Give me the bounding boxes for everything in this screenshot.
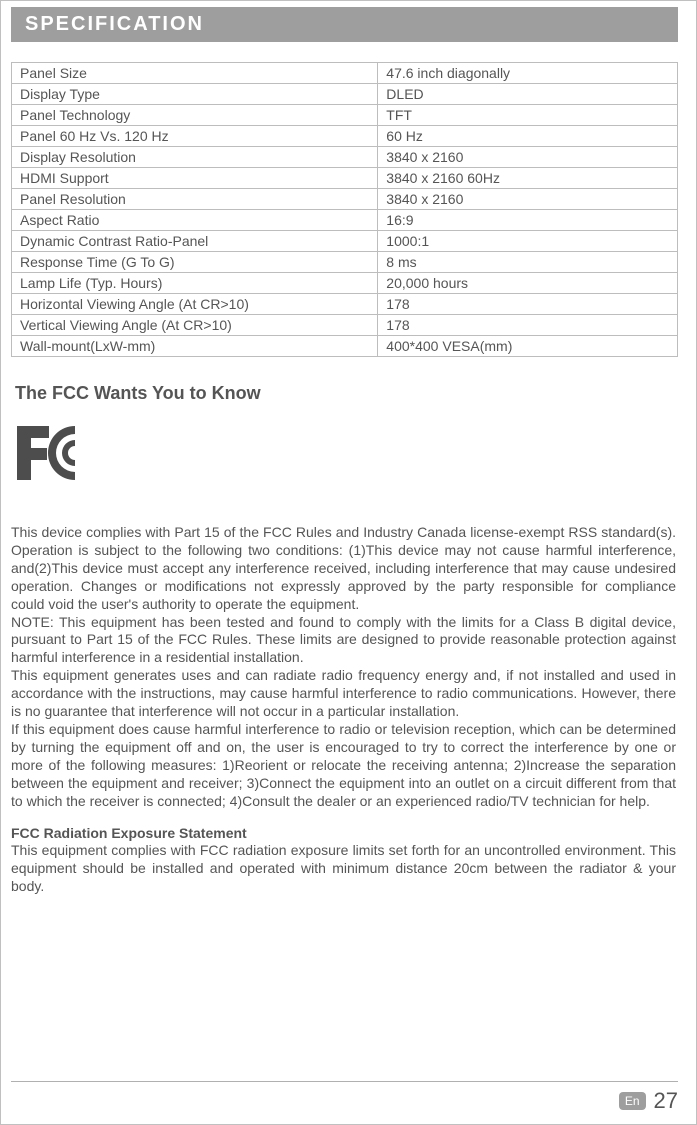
table-cell: Panel Size: [12, 63, 378, 84]
language-badge: En: [619, 1092, 646, 1110]
table-cell: 60 Hz: [378, 126, 678, 147]
table-row: Panel TechnologyTFT: [12, 105, 678, 126]
table-cell: HDMI Support: [12, 168, 378, 189]
page-footer: En 27: [11, 1081, 678, 1114]
table-row: Vertical Viewing Angle (At CR>10)178: [12, 315, 678, 336]
table-cell: Panel 60 Hz Vs. 120 Hz: [12, 126, 378, 147]
table-cell: 178: [378, 315, 678, 336]
table-cell: Vertical Viewing Angle (At CR>10): [12, 315, 378, 336]
table-row: Display TypeDLED: [12, 84, 678, 105]
table-row: Lamp Life (Typ. Hours)20,000 hours: [12, 273, 678, 294]
table-cell: 8 ms: [378, 252, 678, 273]
table-row: Response Time (G To G)8 ms: [12, 252, 678, 273]
table-cell: 20,000 hours: [378, 273, 678, 294]
table-row: Horizontal Viewing Angle (At CR>10)178: [12, 294, 678, 315]
table-row: Panel Resolution3840 x 2160: [12, 189, 678, 210]
table-cell: Display Type: [12, 84, 378, 105]
table-cell: Aspect Ratio: [12, 210, 378, 231]
fcc-heading: The FCC Wants You to Know: [11, 383, 678, 404]
fcc-logo-icon: [11, 422, 678, 484]
table-cell: 3840 x 2160: [378, 189, 678, 210]
table-cell: 3840 x 2160 60Hz: [378, 168, 678, 189]
fcc-rad-title: FCC Radiation Exposure Statement: [11, 825, 676, 843]
fcc-rad-body: This equipment complies with FCC radiati…: [11, 842, 676, 896]
table-cell: 1000:1: [378, 231, 678, 252]
page-number: 27: [654, 1088, 678, 1114]
table-row: Panel 60 Hz Vs. 120 Hz60 Hz: [12, 126, 678, 147]
table-row: Dynamic Contrast Ratio-Panel1000:1: [12, 231, 678, 252]
section-header: SPECIFICATION: [11, 7, 678, 42]
spec-table: Panel Size47.6 inch diagonallyDisplay Ty…: [11, 62, 678, 357]
table-cell: 400*400 VESA(mm): [378, 336, 678, 357]
table-cell: Panel Resolution: [12, 189, 378, 210]
table-cell: 47.6 inch diagonally: [378, 63, 678, 84]
table-cell: Dynamic Contrast Ratio-Panel: [12, 231, 378, 252]
table-row: Display Resolution3840 x 2160: [12, 147, 678, 168]
table-cell: Lamp Life (Typ. Hours): [12, 273, 378, 294]
table-row: HDMI Support3840 x 2160 60Hz: [12, 168, 678, 189]
table-cell: 178: [378, 294, 678, 315]
table-cell: 3840 x 2160: [378, 147, 678, 168]
fcc-p4: If this equipment does cause harmful int…: [11, 721, 676, 811]
table-cell: Display Resolution: [12, 147, 378, 168]
table-cell: Panel Technology: [12, 105, 378, 126]
table-row: Panel Size47.6 inch diagonally: [12, 63, 678, 84]
fcc-p2: NOTE: This equipment has been tested and…: [11, 614, 676, 668]
fcc-p1: This device complies with Part 15 of the…: [11, 524, 676, 614]
table-cell: Response Time (G To G): [12, 252, 378, 273]
fcc-body: This device complies with Part 15 of the…: [11, 524, 678, 896]
table-cell: Wall-mount(LxW-mm): [12, 336, 378, 357]
fcc-p3: This equipment generates uses and can ra…: [11, 667, 676, 721]
table-cell: 16:9: [378, 210, 678, 231]
table-row: Aspect Ratio16:9: [12, 210, 678, 231]
table-row: Wall-mount(LxW-mm)400*400 VESA(mm): [12, 336, 678, 357]
table-cell: DLED: [378, 84, 678, 105]
table-cell: Horizontal Viewing Angle (At CR>10): [12, 294, 378, 315]
table-cell: TFT: [378, 105, 678, 126]
